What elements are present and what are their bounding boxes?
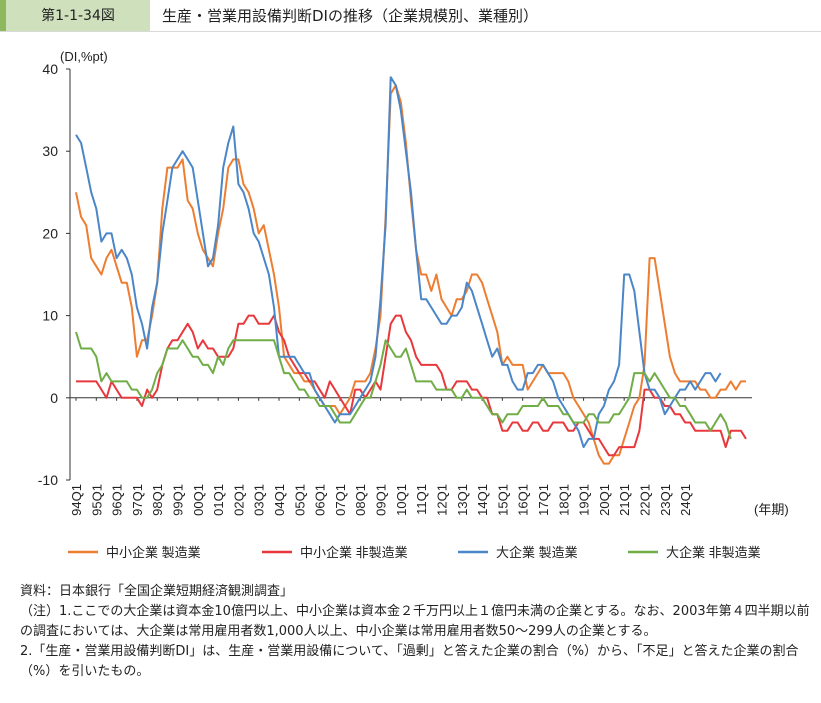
x-tick-label: 13Q1 <box>455 484 470 516</box>
x-tick-label: 15Q1 <box>495 484 510 516</box>
x-tick-label: 94Q1 <box>69 484 84 516</box>
legend-label-1: 中小企業 製造業 <box>106 545 201 560</box>
x-tick-label: 16Q1 <box>516 484 531 516</box>
x-tick-label: 05Q1 <box>292 484 307 516</box>
x-tick-label: 95Q1 <box>89 484 104 516</box>
figure-title: 生産・営業用設備判断DIの推移（企業規模別、業種別） <box>162 7 538 25</box>
y-tick-label: 0 <box>50 390 58 406</box>
series-line-2 <box>76 314 747 457</box>
x-tick-label: 14Q1 <box>475 484 490 516</box>
y-tick-label: 40 <box>42 61 58 77</box>
x-tick-label: 18Q1 <box>556 484 571 516</box>
chart-series-lines <box>75 76 747 465</box>
x-tick-label: 19Q1 <box>577 484 592 516</box>
x-tick-label: 01Q1 <box>211 484 226 516</box>
x-tick-label: 12Q1 <box>434 484 449 516</box>
series-line-4 <box>75 331 732 440</box>
figure-header: 第1-1-34図 生産・営業用設備判断DIの推移（企業規模別、業種別） <box>0 0 821 32</box>
x-tick-label: 21Q1 <box>617 484 632 516</box>
x-tick-label: 97Q1 <box>130 484 145 516</box>
y-tick-label: 10 <box>42 308 58 324</box>
x-tick-label: 02Q1 <box>231 484 246 516</box>
note-1: （注）1.ここでの大企業は資本金10億円以上、中小企業は資本金２千万円以上１億円… <box>20 604 810 639</box>
x-tick-label: 00Q1 <box>191 484 206 516</box>
x-tick-label: 22Q1 <box>637 484 652 516</box>
x-tick-label: 24Q1 <box>678 484 693 516</box>
x-tick-label: 99Q1 <box>171 484 186 516</box>
x-tick-label: 09Q1 <box>374 484 389 516</box>
chart-legend: 中小企業 製造業 中小企業 非製造業 大企業 製造業 大企業 非製造業 <box>68 545 761 560</box>
x-tick-label: 23Q1 <box>658 484 673 516</box>
figure-number: 第1-1-34図 <box>0 0 150 32</box>
legend-label-2: 中小企業 非製造業 <box>300 545 408 560</box>
x-tick-label: 20Q1 <box>597 484 612 516</box>
figure-notes: 資料：日本銀行「全国企業短期経済観測調査」 （注）1.ここでの大企業は資本金10… <box>20 582 810 682</box>
x-tick-label: 98Q1 <box>150 484 165 516</box>
line-chart: -10 0 10 20 30 40(DI,%pt) 94Q1 95Q1 96Q1 97Q1 98Q1… <box>38 49 789 560</box>
series-line-1 <box>75 84 746 465</box>
series-line-3 <box>75 76 722 449</box>
legend-label-3: 大企業 製造業 <box>496 545 578 560</box>
note-2: 2.「生産・営業用設備判断DI」は、生産・営業用設備について、「過剰」と答えた企… <box>20 644 799 679</box>
y-tick-label: -10 <box>38 472 58 488</box>
y-tick-label: 20 <box>42 225 58 241</box>
x-axis-label: (年期) <box>754 502 789 517</box>
x-tick-label: 03Q1 <box>252 484 267 516</box>
header-divider <box>0 31 821 32</box>
y-tick-label: 30 <box>42 143 58 159</box>
x-tick-label: 96Q1 <box>110 484 125 516</box>
x-tick-label: 04Q1 <box>272 484 287 516</box>
note-source: 資料：日本銀行「全国企業短期経済観測調査」 <box>20 584 294 599</box>
x-tick-label: 17Q1 <box>536 484 551 516</box>
x-tick-label: 06Q1 <box>313 484 328 516</box>
x-tick-label: 10Q1 <box>394 484 409 516</box>
x-tick-label: 07Q1 <box>333 484 348 516</box>
y-axis-label: (DI,%pt) <box>60 49 108 64</box>
chart-axes: -10 0 10 20 30 40(DI,%pt) 94Q1 95Q1 96Q1 97Q1 98Q1… <box>38 49 789 517</box>
x-tick-label: 11Q1 <box>414 484 429 515</box>
x-tick-label: 08Q1 <box>353 484 368 516</box>
legend-label-4: 大企業 非製造業 <box>666 545 761 560</box>
